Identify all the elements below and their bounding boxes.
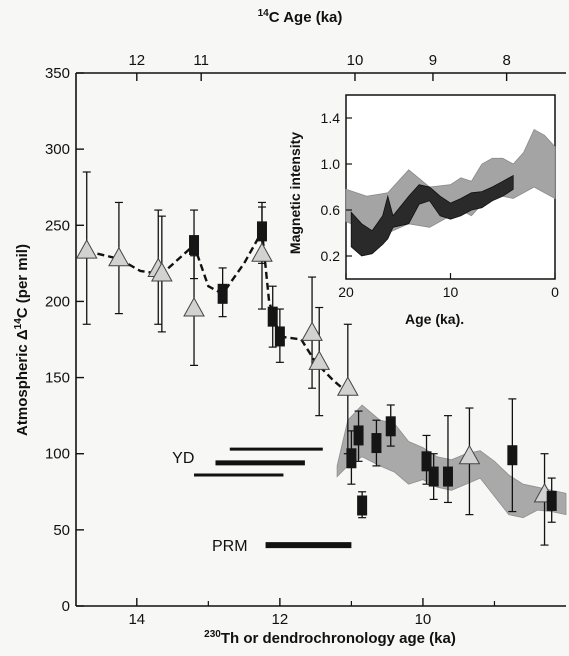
annotation-label-prm: PRM bbox=[212, 538, 248, 555]
inset-y-tick-label: 0.6 bbox=[321, 202, 341, 218]
y-tick-label: 300 bbox=[45, 141, 70, 158]
y-axis-ticks: 0 50 100 150 200 250 300 350 bbox=[45, 65, 84, 615]
inset-x-axis-title: Age (ka). bbox=[405, 311, 464, 327]
square-marker bbox=[371, 433, 382, 454]
inset-y-tick-label: 0.2 bbox=[321, 248, 341, 264]
triangle-marker bbox=[183, 297, 205, 317]
gray-band-area bbox=[336, 404, 567, 519]
triangle-marker bbox=[108, 246, 130, 267]
top-axis-title: 14C Age (ka) bbox=[258, 8, 343, 26]
triangle-marker bbox=[301, 321, 323, 341]
inset-dark-band bbox=[350, 174, 514, 257]
inset-chart: 0.2 0.6 1.0 1.4 20 10 0 Magnetic intensity Age… bbox=[287, 94, 560, 327]
inset-ticks: 0.2 0.6 1.0 1.4 20 10 0 bbox=[321, 110, 560, 300]
x-tick-label: 10 bbox=[415, 611, 432, 628]
y-tick-label: 0 bbox=[62, 598, 70, 615]
square-marker bbox=[189, 235, 200, 256]
top-tick-label: 11 bbox=[193, 52, 209, 69]
y-tick-label: 50 bbox=[53, 522, 70, 539]
square-marker bbox=[421, 451, 432, 472]
y-tick-label: 150 bbox=[45, 370, 70, 387]
inset-gray-band bbox=[345, 128, 556, 234]
main-gray-band bbox=[336, 404, 567, 519]
dashed-line bbox=[86, 227, 349, 394]
inset-x-tick-label: 20 bbox=[338, 284, 354, 300]
x-axis-title: 230Th or dendrochronology age (ka) bbox=[204, 629, 456, 647]
triangle-marker bbox=[251, 242, 273, 262]
square-marker bbox=[385, 416, 396, 437]
x-tick-label: 14 bbox=[128, 611, 145, 628]
square-marker bbox=[217, 283, 228, 304]
top-tick-label: 8 bbox=[502, 52, 510, 69]
triangle-marker bbox=[150, 261, 173, 282]
y-tick-label: 100 bbox=[45, 446, 70, 463]
inset-x-tick-label: 10 bbox=[443, 284, 459, 300]
annotation-label-yd: YD bbox=[172, 450, 194, 467]
inset-y-tick-label: 1.0 bbox=[321, 156, 341, 172]
top-tick-label: 9 bbox=[429, 52, 437, 69]
dashed-curve bbox=[86, 227, 349, 394]
triangle-marker bbox=[308, 350, 331, 370]
square-marker bbox=[428, 466, 439, 487]
y-tick-label: 250 bbox=[45, 217, 70, 234]
square-marker bbox=[353, 425, 364, 446]
top-tick-label: 10 bbox=[347, 52, 364, 69]
top-tick-label: 12 bbox=[128, 52, 145, 69]
y-axis-title: Atmospheric Δ14C (per mil) bbox=[13, 244, 31, 436]
main-plot-frame bbox=[75, 72, 566, 607]
data-markers bbox=[75, 221, 557, 516]
top-axis-ticks: 12 11 10 9 8 bbox=[128, 52, 511, 81]
inset-x-tick-label: 0 bbox=[551, 284, 559, 300]
inset-gray-area bbox=[345, 128, 556, 234]
square-marker bbox=[546, 490, 557, 511]
inset-y-tick-label: 1.4 bbox=[321, 110, 341, 126]
x-tick-label: 12 bbox=[272, 611, 289, 628]
annotations: YD PRM bbox=[172, 447, 352, 555]
triangle-marker bbox=[458, 444, 481, 465]
square-marker bbox=[274, 326, 285, 347]
square-marker bbox=[442, 466, 453, 487]
square-marker bbox=[357, 495, 368, 516]
y-tick-label: 200 bbox=[45, 293, 70, 310]
x-axis-ticks: 14 12 10 bbox=[128, 598, 496, 628]
triangle-marker bbox=[336, 376, 359, 396]
inset-dark-area bbox=[350, 174, 514, 257]
inset-y-axis-title: Magnetic intensity bbox=[287, 132, 303, 254]
square-marker bbox=[507, 445, 518, 466]
square-marker bbox=[346, 448, 357, 469]
square-marker bbox=[256, 221, 267, 242]
square-marker bbox=[267, 306, 278, 327]
triangle-marker bbox=[75, 239, 98, 259]
y-tick-label: 350 bbox=[45, 65, 70, 82]
